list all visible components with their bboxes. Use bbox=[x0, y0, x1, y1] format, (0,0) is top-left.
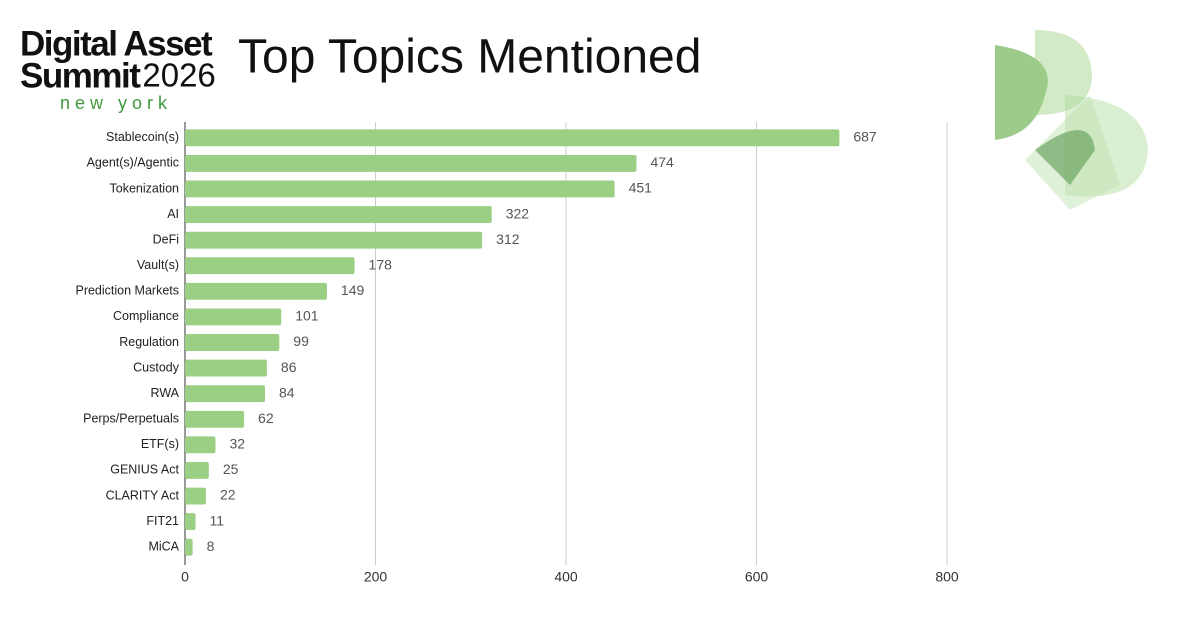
y-tick-label: AI bbox=[167, 207, 179, 221]
value-label: 451 bbox=[629, 180, 653, 196]
y-tick-label: Custody bbox=[133, 360, 180, 374]
x-tick-label: 600 bbox=[745, 569, 769, 585]
value-label: 312 bbox=[496, 231, 520, 247]
x-tick-label: 0 bbox=[181, 569, 189, 585]
bar bbox=[185, 129, 840, 147]
bar bbox=[185, 461, 209, 479]
y-tick-label: DeFi bbox=[153, 232, 179, 246]
value-label: 22 bbox=[220, 487, 236, 503]
bar bbox=[185, 282, 327, 300]
y-tick-label: Tokenization bbox=[110, 181, 180, 195]
y-tick-label: FIT21 bbox=[146, 514, 179, 528]
value-label: 32 bbox=[229, 436, 245, 452]
value-label: 101 bbox=[295, 308, 319, 324]
bar bbox=[185, 385, 266, 403]
y-tick-label: MiCA bbox=[148, 540, 179, 554]
chart-title: Top Topics Mentioned bbox=[238, 31, 701, 84]
value-label: 474 bbox=[650, 154, 674, 170]
brand-name: Digital Asset bbox=[20, 24, 213, 63]
y-tick-label: Compliance bbox=[113, 309, 179, 323]
value-label: 8 bbox=[207, 538, 215, 554]
logo-shape bbox=[1065, 95, 1148, 197]
bar bbox=[185, 436, 216, 454]
value-label: 687 bbox=[853, 128, 877, 144]
value-label: 11 bbox=[209, 512, 224, 528]
bar bbox=[185, 206, 492, 224]
logo-mark bbox=[995, 30, 1148, 210]
x-tick-label: 200 bbox=[364, 569, 388, 585]
logo-shape bbox=[1025, 95, 1120, 210]
y-tick-label: Agent(s)/Agentic bbox=[87, 156, 179, 170]
value-label: 86 bbox=[281, 359, 297, 375]
value-label: 322 bbox=[506, 205, 530, 221]
bar bbox=[185, 257, 355, 275]
x-tick-label: 800 bbox=[935, 569, 959, 585]
brand-city: new york bbox=[60, 93, 172, 113]
bar bbox=[185, 334, 280, 351]
bar bbox=[185, 308, 282, 326]
value-label: 149 bbox=[341, 282, 365, 298]
y-tick-label: CLARITY Act bbox=[106, 488, 180, 502]
y-tick-label: GENIUS Act bbox=[110, 463, 179, 477]
x-tick-label: 400 bbox=[554, 569, 578, 585]
value-label: 62 bbox=[258, 410, 274, 426]
y-tick-label: RWA bbox=[151, 386, 180, 400]
logo-shape bbox=[995, 45, 1048, 140]
bar bbox=[185, 538, 193, 556]
value-label: 99 bbox=[293, 333, 309, 349]
logo-shape bbox=[1035, 30, 1092, 115]
bar bbox=[185, 359, 267, 377]
value-label: 178 bbox=[369, 256, 393, 272]
bar bbox=[185, 513, 196, 531]
y-tick-label: Regulation bbox=[119, 335, 179, 349]
bar bbox=[185, 154, 637, 172]
y-tick-label: Perps/Perpetuals bbox=[83, 412, 179, 426]
y-tick-label: Vault(s) bbox=[137, 258, 179, 272]
bar bbox=[185, 180, 615, 198]
logo-shape bbox=[1035, 130, 1095, 185]
bar bbox=[185, 410, 245, 428]
brand-year: 2026 bbox=[142, 57, 215, 94]
brand-name: Summit bbox=[20, 56, 141, 95]
value-label: 84 bbox=[279, 384, 295, 400]
bar bbox=[185, 231, 483, 249]
bar bbox=[185, 487, 206, 505]
y-tick-label: Prediction Markets bbox=[75, 284, 179, 298]
y-tick-label: ETF(s) bbox=[141, 437, 179, 451]
y-tick-label: Stablecoin(s) bbox=[106, 130, 179, 144]
value-label: 25 bbox=[223, 461, 239, 477]
